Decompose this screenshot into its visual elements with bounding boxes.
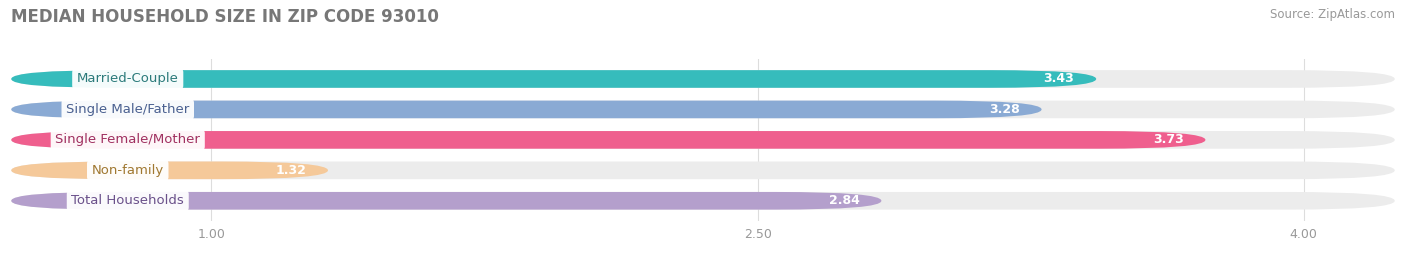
- FancyBboxPatch shape: [11, 101, 1395, 118]
- Text: Single Female/Mother: Single Female/Mother: [55, 133, 200, 146]
- FancyBboxPatch shape: [11, 161, 328, 179]
- Text: Source: ZipAtlas.com: Source: ZipAtlas.com: [1270, 8, 1395, 21]
- Text: 3.43: 3.43: [1043, 72, 1074, 86]
- Text: Married-Couple: Married-Couple: [77, 72, 179, 86]
- FancyBboxPatch shape: [11, 131, 1205, 149]
- FancyBboxPatch shape: [11, 131, 1395, 149]
- FancyBboxPatch shape: [11, 192, 1395, 210]
- Text: Total Households: Total Households: [72, 194, 184, 207]
- FancyBboxPatch shape: [11, 192, 882, 210]
- FancyBboxPatch shape: [11, 70, 1395, 88]
- Text: 3.73: 3.73: [1153, 133, 1184, 146]
- FancyBboxPatch shape: [11, 70, 1097, 88]
- FancyBboxPatch shape: [11, 161, 1395, 179]
- Text: 3.28: 3.28: [988, 103, 1019, 116]
- Text: Single Male/Father: Single Male/Father: [66, 103, 190, 116]
- Text: 1.32: 1.32: [276, 164, 307, 177]
- Text: Non-family: Non-family: [91, 164, 165, 177]
- Text: 2.84: 2.84: [828, 194, 859, 207]
- FancyBboxPatch shape: [11, 101, 1042, 118]
- Text: MEDIAN HOUSEHOLD SIZE IN ZIP CODE 93010: MEDIAN HOUSEHOLD SIZE IN ZIP CODE 93010: [11, 8, 439, 26]
